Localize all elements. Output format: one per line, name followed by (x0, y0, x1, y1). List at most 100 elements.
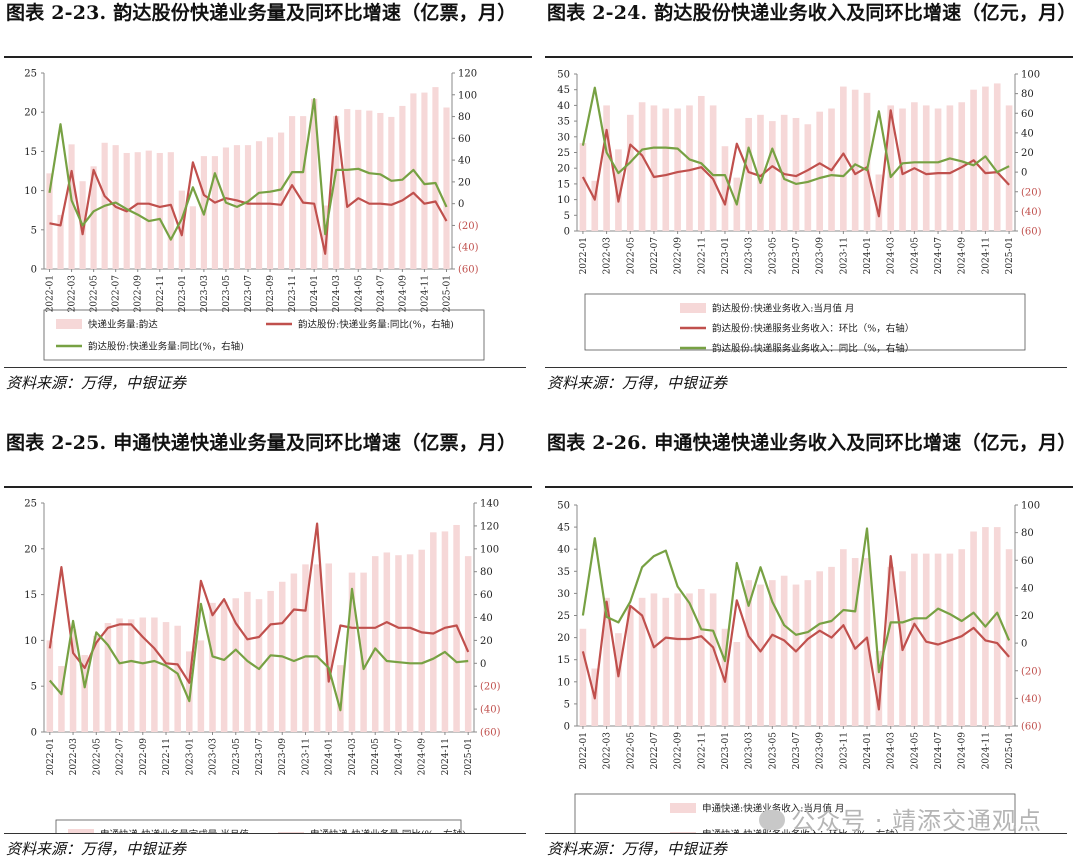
bar (662, 108, 670, 231)
x-tick-label: 2022-05 (92, 738, 102, 776)
bar (745, 117, 752, 231)
chart-svg: 0 5 10 15 20 25 30 35 40 45 50 (60) (40) (20) 0 20 40 60 8… (557, 70, 1041, 355)
x-tick-label: 2022-07 (116, 738, 126, 776)
bar (579, 628, 587, 726)
x-tick-label: 2024-01 (310, 275, 320, 312)
bar (816, 111, 823, 231)
legend-swatch-bar (680, 303, 706, 313)
right-tick-label: 0 (1021, 639, 1027, 650)
x-tick-label: 2023-05 (768, 237, 778, 275)
left-tick-label: 0 (564, 722, 570, 733)
right-tick-label: 140 (480, 499, 499, 510)
x-tick-label: 2024-09 (958, 237, 968, 275)
left-tick-label: 40 (557, 101, 570, 112)
x-tick-label: 2022-01 (46, 738, 56, 775)
series-line-green (581, 527, 1011, 674)
right-tick-label: 80 (480, 567, 493, 578)
bar (650, 593, 658, 726)
bar (267, 590, 274, 732)
bar (840, 549, 847, 726)
x-tick-label: 2022-11 (156, 275, 166, 312)
left-tick-label: 35 (557, 567, 570, 578)
bar (911, 102, 918, 231)
x-tick-label: 2022-07 (650, 732, 660, 770)
x-tick-label: 2024-03 (332, 275, 342, 313)
legend-swatch-bar (670, 803, 696, 813)
x-tick-label: 2022-03 (603, 732, 613, 770)
x-tick-label: 2024-01 (863, 237, 873, 274)
left-tick-label: 35 (557, 117, 570, 128)
chart-svg: 0 5 10 15 20 25 30 35 40 45 50 (60) (40) (20) 0 20 40 60 8… (557, 501, 1042, 833)
bar (68, 144, 75, 269)
left-tick-label: 40 (557, 545, 570, 556)
bar (757, 114, 764, 231)
bar (851, 89, 859, 231)
bar (355, 109, 362, 270)
bar (804, 580, 812, 726)
right-tick-label: 60 (1021, 109, 1034, 120)
bar (360, 572, 367, 732)
bar (244, 145, 252, 269)
right-tick-label: 100 (480, 544, 499, 555)
x-tick-label: 2024-03 (887, 237, 897, 275)
bar (697, 588, 705, 726)
left-tick-label: 15 (24, 590, 37, 601)
x-tick-label: 2024-07 (394, 738, 404, 776)
x-tick-label: 2024-11 (441, 738, 451, 775)
x-tick-label: 2023-09 (816, 237, 826, 275)
bar (325, 563, 332, 732)
x-tick-label: 2023-11 (839, 732, 849, 769)
bar (134, 152, 141, 269)
left-tick-label: 10 (557, 677, 570, 688)
right-tick-label: 0 (1021, 168, 1027, 179)
right-tick-label: 0 (458, 199, 464, 210)
bar (615, 633, 622, 726)
x-tick-label: 2022-01 (579, 732, 589, 769)
bar (674, 593, 681, 726)
x-tick-label: 2023-05 (232, 738, 242, 776)
x-tick-label: 2024-11 (981, 237, 991, 274)
x-tick-label: 2024-11 (981, 732, 991, 769)
bar (840, 86, 847, 231)
bar (958, 549, 966, 726)
right-tick-label: 60 (480, 590, 493, 601)
bar (453, 524, 460, 732)
bar (887, 566, 895, 726)
bar (709, 593, 717, 726)
bar (313, 564, 321, 732)
legend-label: 韵达股份:快递业务量:同比(%，右轴) (298, 319, 454, 331)
x-tick-label: 2024-09 (958, 732, 968, 770)
x-tick-label: 2024-05 (910, 732, 920, 770)
left-tick-label: 50 (557, 70, 570, 81)
bar (686, 593, 693, 726)
bar (934, 108, 942, 231)
series-line-red (581, 109, 1010, 218)
bar (377, 112, 384, 269)
right-tick-label: (40) (480, 705, 501, 716)
bar (982, 86, 989, 231)
bar (90, 166, 97, 269)
bar (993, 83, 1001, 231)
right-tick-label: 120 (480, 521, 499, 532)
x-tick-label: 2022-07 (650, 237, 660, 275)
source-note: 资料来源：万得，中银证券 (6, 840, 187, 858)
x-tick-label: 2025-01 (442, 275, 452, 312)
legend-label: 快递业务量:韵达 (88, 319, 158, 331)
x-tick-label: 2023-03 (745, 732, 755, 770)
x-tick-label: 2024-01 (325, 738, 335, 775)
x-tick-label: 2024-05 (354, 275, 364, 313)
bar (81, 655, 88, 732)
x-tick-label: 2023-03 (209, 738, 219, 776)
x-tick-label: 2023-09 (816, 732, 826, 770)
bar (186, 651, 193, 732)
bar (638, 102, 646, 231)
bar (603, 597, 610, 726)
bar (222, 147, 230, 269)
bar (46, 640, 54, 732)
legend-box (584, 293, 1026, 351)
left-tick-label: 50 (557, 501, 570, 512)
bar (197, 640, 205, 732)
bar (311, 98, 318, 269)
bar (603, 105, 610, 231)
divider (4, 833, 526, 834)
